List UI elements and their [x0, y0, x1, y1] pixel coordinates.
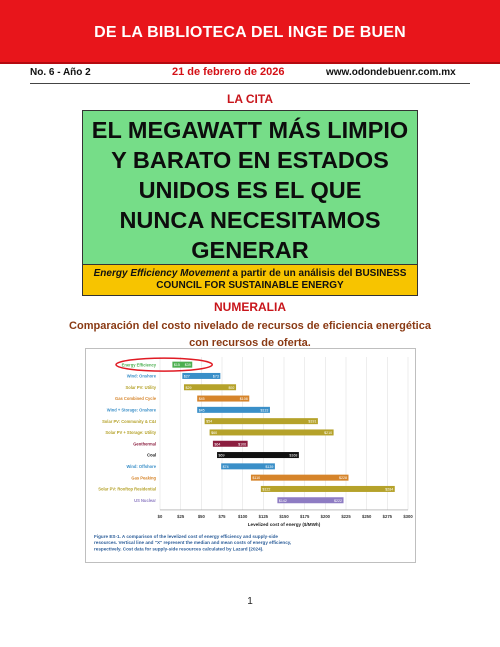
x-tick-label: $275	[383, 514, 393, 519]
range-bar	[221, 463, 275, 470]
x-tick-label: $100	[238, 514, 248, 519]
cita-heading: LA CITA	[227, 92, 273, 106]
bar-high-label: $228	[339, 476, 347, 480]
category-label: Solar PV: Community & C&I	[102, 419, 156, 424]
x-tick-label: $150	[279, 514, 289, 519]
x-tick-label: $175	[300, 514, 310, 519]
range-bar	[172, 361, 193, 368]
bar-low-label: $45	[199, 408, 205, 412]
range-bar	[209, 429, 334, 436]
bar-low-label: $15	[174, 363, 180, 367]
category-label: US Nuclear	[134, 498, 156, 503]
range-bar	[217, 452, 299, 459]
category-label: Wind: Onshore	[127, 374, 157, 379]
range-bar	[277, 497, 344, 504]
chart-caption-line: resources. Vertical line and "X" represe…	[94, 540, 291, 545]
bar-low-label: $45	[199, 397, 205, 401]
range-bar	[212, 440, 248, 447]
quote-box: EL MEGAWATT MÁS LIMPIO Y BARATO EN ESTAD…	[82, 110, 418, 265]
highlight-circle	[115, 357, 213, 372]
bar-high-label: $39	[185, 363, 191, 367]
bar-high-label: $106	[238, 442, 246, 446]
quote-source: Energy Efficiency Movement a partir de u…	[82, 265, 418, 296]
category-label: Gas Peaking	[131, 475, 156, 480]
bar-high-label: $222	[334, 499, 342, 503]
range-bar	[250, 474, 349, 481]
category-label: Solar PV + Storage: Utility	[105, 430, 156, 435]
category-label: Geothermal	[133, 441, 156, 446]
category-label: Energy Efficiency	[122, 362, 157, 367]
range-bar	[197, 406, 270, 413]
category-label: Solar PV: Utility	[126, 385, 157, 390]
numeralia-subtitle: Comparación del costo nivelado de recurs…	[69, 320, 431, 349]
bar-high-label: $191	[308, 420, 316, 424]
header-banner: DE LA BIBLIOTECA DEL INGE DE BUEN	[0, 0, 500, 64]
x-tick-label: $125	[259, 514, 269, 519]
bar-low-label: $69	[219, 454, 225, 458]
x-tick-label: $200	[321, 514, 331, 519]
bar-high-label: $168	[289, 454, 297, 458]
category-label: Gas Combined Cycle	[115, 396, 157, 401]
range-bar	[197, 395, 250, 402]
bar-high-label: $73	[213, 374, 219, 378]
x-tick-label: $25	[177, 514, 185, 519]
issue-date: 21 de febrero de 2026	[172, 66, 285, 78]
bar-low-label: $64	[214, 442, 220, 446]
x-tick-label: $250	[362, 514, 372, 519]
x-tick-label: $225	[341, 514, 351, 519]
x-tick-label: $50	[198, 514, 206, 519]
bar-high-label: $108	[240, 397, 248, 401]
bar-low-label: $74	[223, 465, 229, 469]
range-bar	[183, 384, 237, 391]
page-number: 1	[247, 596, 253, 607]
lcoe-chart-figure: $0 $25 $50 $75 $100 $125 $150 $175 $200 $225 $250 $…	[85, 348, 416, 563]
range-bar	[182, 372, 221, 379]
bar-high-label: $210	[324, 431, 332, 435]
lcoe-chart: $0 $25 $50 $75 $100 $125 $150 $175 $200 $225 $250 $…	[94, 357, 413, 551]
bar-low-label: $110	[252, 476, 260, 480]
website-link[interactable]: www.odondebuenr.com.mx	[326, 67, 456, 78]
source-council-line1: BUSINESS	[355, 268, 407, 279]
range-bar	[204, 418, 318, 425]
bar-low-label: $122	[262, 487, 270, 491]
issue-number: No. 6 - Año 2	[30, 67, 91, 78]
category-label: Wind: Offshore	[126, 464, 156, 469]
bar-low-label: $60	[211, 431, 217, 435]
category-label: Wind + Storage: Onshore	[107, 407, 157, 412]
chart-caption-line: respectively. Cost data for supply-side …	[94, 546, 263, 551]
quote-text: EL MEGAWATT MÁS LIMPIO Y BARATO EN ESTAD…	[91, 117, 409, 263]
source-council-line2: COUNCIL FOR SUSTAINABLE ENERGY	[156, 280, 344, 291]
header-divider	[30, 83, 470, 84]
bar-high-label: $284	[385, 487, 393, 491]
x-tick-label: $75	[219, 514, 227, 519]
range-bar	[260, 485, 395, 492]
numeralia-heading: NUMERALIA	[214, 300, 286, 314]
source-organization: Energy Efficiency Movement	[93, 268, 230, 279]
newsletter-title: DE LA BIBLIOTECA DEL INGE DE BUEN	[94, 24, 406, 41]
category-label: Coal	[147, 453, 156, 458]
bar-high-label: $133	[260, 408, 268, 412]
bar-low-label: $142	[279, 499, 287, 503]
category-label: Solar PV: Rooftop Residential	[98, 487, 156, 492]
bar-high-label: $139	[265, 465, 273, 469]
bar-low-label: $54	[206, 420, 212, 424]
x-tick-label: $0	[158, 514, 163, 519]
chart-caption-line: Figure ES-1. A comparison of the leveliz…	[94, 534, 278, 539]
bar-high-label: $92	[229, 386, 235, 390]
source-connector: a partir de un análisis del	[229, 268, 356, 279]
bar-low-label: $29	[185, 386, 191, 390]
bar-low-label: $27	[184, 374, 190, 378]
x-tick-label: $300	[403, 514, 413, 519]
x-axis-title: Levelized cost of energy ($/MWh)	[248, 522, 321, 527]
